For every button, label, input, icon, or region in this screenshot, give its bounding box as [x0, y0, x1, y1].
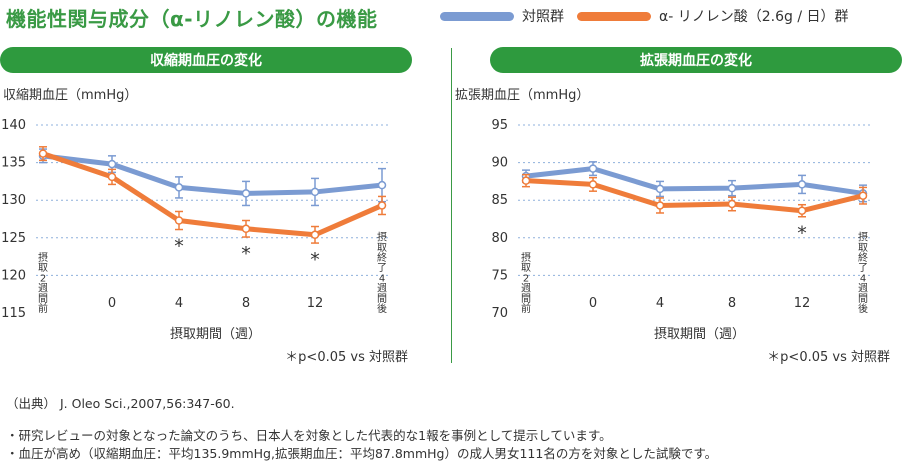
systolic-x-tick-label: 12 — [307, 296, 324, 311]
diastolic-x-tick-label: 摂取終了 4 週間後 — [858, 231, 868, 315]
diastolic-y-tick-label: 95 — [491, 118, 508, 133]
diastolic-y-axis-label: 拡張期血圧（mmHg） — [455, 88, 589, 103]
diastolic-y-tick-label: 70 — [491, 306, 508, 321]
systolic-x-tick-label: 4 — [175, 296, 183, 311]
systolic-y-tick-label: 135 — [1, 156, 26, 171]
systolic-data-point — [38, 149, 48, 158]
diastolic-data-point — [797, 180, 807, 189]
panel-divider — [451, 48, 452, 363]
diastolic-y-tick-label: 80 — [491, 231, 508, 246]
systolic-chart: 収縮期血圧（mmHg） 115 120 125 130 135 140 * * * 摂取 2 週間前 0 4… — [1, 87, 408, 365]
diastolic-chart: 拡張期血圧（mmHg） 70 75 80 85 90 95 * 摂取 2 週間前 0 4 8 12 摂取終了 4… — [455, 88, 890, 365]
diastolic-data-point — [655, 184, 665, 194]
diastolic-x-tick-label: 12 — [794, 296, 811, 311]
systolic-significance-asterisk: * — [241, 243, 251, 265]
footer-note-2: ・血圧が高め（収縮期血圧：平均135.9mmHg,拡張期血圧：平均87.8mmH… — [6, 446, 718, 461]
systolic-data-point — [174, 183, 184, 192]
systolic-x-tick-label: 摂取 2 週間前 — [38, 251, 48, 315]
systolic-x-tick-label: 摂取終了 4 週間後 — [377, 231, 387, 315]
systolic-x-tick-label: 0 — [108, 296, 116, 311]
systolic-data-point — [107, 172, 117, 182]
systolic-section-header: 収縮期血圧の変化 — [0, 47, 412, 73]
diastolic-significance-asterisk: * — [797, 223, 807, 245]
diastolic-x-tick-label: 4 — [656, 296, 664, 311]
systolic-significance-asterisk: * — [174, 236, 184, 258]
legend-swatch-treatment — [577, 11, 651, 21]
diastolic-section-header: 拡張期血圧の変化 — [490, 47, 902, 73]
legend-item-control: 対照群 — [440, 6, 564, 26]
systolic-y-tick-label: 125 — [1, 231, 26, 246]
legend-swatch-control — [440, 11, 514, 21]
diastolic-data-point — [797, 206, 807, 215]
diastolic-data-point — [521, 176, 531, 185]
diastolic-data-point — [655, 201, 665, 210]
page-title: 機能性関与成分（α-リノレン酸）の機能 — [6, 7, 378, 31]
diastolic-data-point — [588, 164, 598, 173]
diastolic-data-point — [727, 183, 737, 193]
diastolic-data-point — [858, 191, 868, 200]
systolic-y-tick-label: 140 — [1, 118, 26, 133]
systolic-data-point — [107, 159, 117, 169]
diastolic-significance-note: ＊p<0.05 vs 対照群 — [767, 350, 890, 365]
systolic-data-point — [174, 216, 184, 225]
systolic-y-axis-label: 収縮期血圧（mmHg） — [3, 87, 137, 103]
systolic-y-tick-label: 120 — [1, 268, 26, 283]
diastolic-data-point — [727, 199, 737, 209]
systolic-y-tick-label: 115 — [1, 306, 26, 321]
legend-label-control: 対照群 — [522, 9, 564, 25]
footer-source: （出典） J. Oleo Sci.,2007,56:347-60. — [6, 396, 235, 411]
systolic-data-point — [310, 187, 320, 197]
systolic-data-point — [377, 201, 387, 210]
diastolic-series-line-control — [523, 166, 866, 196]
diastolic-x-axis-label: 摂取期間（週） — [654, 326, 745, 342]
diastolic-x-tick-label: 摂取 2 週間前 — [521, 251, 531, 315]
systolic-y-tick-label: 130 — [1, 193, 26, 208]
diastolic-y-tick-label: 75 — [491, 268, 508, 283]
diastolic-y-tick-label: 85 — [491, 193, 508, 208]
systolic-series-line-control — [40, 153, 385, 196]
diastolic-series-line-treatment — [523, 178, 866, 214]
diastolic-x-tick-label: 8 — [728, 296, 736, 311]
systolic-series-line-treatment — [40, 151, 385, 238]
legend-label-treatment: α- リノレン酸（2.6g / 日）群 — [659, 9, 849, 25]
systolic-x-axis-label: 摂取期間（週） — [170, 326, 261, 342]
systolic-significance-asterisk: * — [310, 249, 320, 271]
systolic-data-point — [241, 189, 251, 198]
systolic-x-tick-label: 8 — [242, 296, 250, 311]
systolic-significance-note: ＊p<0.05 vs 対照群 — [285, 350, 408, 365]
systolic-data-point — [241, 224, 251, 234]
systolic-data-point — [377, 180, 387, 190]
footer-note-1: ・研究レビューの対象となった論文のうち、日本人を対象とした代表的な1報を事例とし… — [6, 428, 612, 443]
legend-item-treatment: α- リノレン酸（2.6g / 日）群 — [577, 6, 849, 26]
diastolic-data-point — [588, 180, 598, 189]
diastolic-x-tick-label: 0 — [589, 296, 597, 311]
diastolic-y-tick-label: 90 — [491, 156, 508, 171]
systolic-data-point — [310, 230, 320, 240]
